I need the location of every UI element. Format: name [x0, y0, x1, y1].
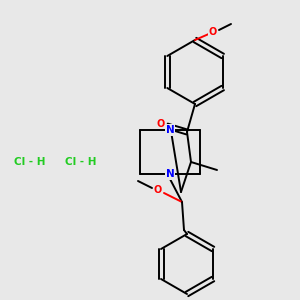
Text: Cl - H: Cl - H [14, 157, 46, 167]
Text: O: O [154, 185, 162, 195]
Text: O: O [209, 27, 217, 37]
Text: O: O [157, 119, 165, 129]
Text: N: N [166, 125, 174, 135]
Text: N: N [166, 169, 174, 179]
Text: Cl - H: Cl - H [65, 157, 97, 167]
